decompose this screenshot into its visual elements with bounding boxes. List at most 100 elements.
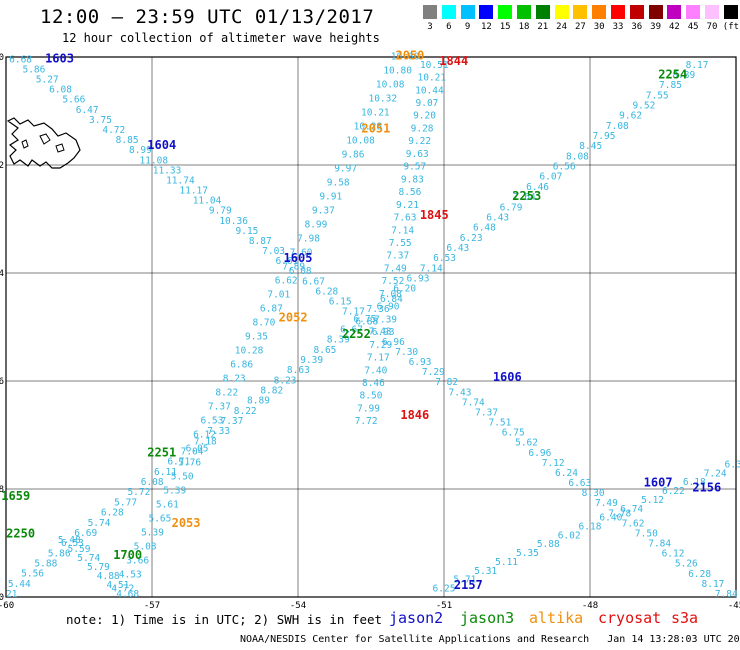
swh-value: 5.62 <box>515 438 538 449</box>
swh-value: 9.21 <box>396 200 419 211</box>
swh-value: 6.93 <box>372 327 395 338</box>
swh-value: 9.58 <box>327 178 350 189</box>
pass-time-label: 1845 <box>420 208 449 222</box>
swh-value: 7.95 <box>593 131 616 142</box>
swh-value: 5.88 <box>537 539 560 550</box>
swh-value: 7.08 <box>606 121 629 132</box>
swh-value: 6.28 <box>688 569 711 580</box>
swh-value: 7.37 <box>220 416 243 427</box>
swh-value: 6.22 <box>662 486 685 497</box>
swh-value: 5.74 <box>77 553 100 564</box>
swh-value: 8.99 <box>304 220 327 231</box>
swh-value: 11.74 <box>166 175 195 186</box>
swh-value: 9.15 <box>236 226 259 237</box>
swh-value: 6.28 <box>101 508 124 519</box>
scale-swatch <box>592 5 607 19</box>
swh-value: 7.64 <box>513 192 536 203</box>
swh-value: 6.96 <box>382 337 405 348</box>
swh-value: 6.90 <box>377 302 400 313</box>
lat-label: -60 <box>0 593 4 603</box>
swh-value: 9.63 <box>406 149 429 160</box>
swh-value: 8.63 <box>287 365 310 376</box>
pass-time-label: 1605 <box>284 251 313 265</box>
map-frame <box>5 56 737 598</box>
swh-value: 7.62 <box>622 518 645 529</box>
swh-value: 7.84 <box>648 539 671 550</box>
swh-value: 6.20 <box>393 284 416 295</box>
scale-label: 12 <box>480 22 492 32</box>
lat-label: -58 <box>0 485 4 495</box>
swh-value: 6.08 <box>289 266 312 277</box>
swh-value: 5.48 <box>58 535 81 546</box>
swh-value: 5.56 <box>21 569 44 580</box>
swh-value: 10.44 <box>415 85 444 96</box>
swh-value: 5.44 <box>8 579 31 590</box>
swh-value: 8.99 <box>129 145 152 156</box>
swh-value: 7.17 <box>342 307 365 318</box>
falkland-islands-outline <box>6 117 81 169</box>
swh-value: 4.88 <box>97 571 120 582</box>
swh-value: 5.50 <box>171 472 194 483</box>
swh-value: 5.39 <box>163 486 186 497</box>
swh-value: 9.22 <box>408 136 431 147</box>
scale-swatch <box>686 5 701 19</box>
swh-value: 9.86 <box>342 150 365 161</box>
swh-value: 7.39 <box>374 314 397 325</box>
swh-value: 6.93 <box>409 357 432 368</box>
swh-value: 7.14 <box>391 225 414 236</box>
swh-value: 7.49 <box>384 263 407 274</box>
swh-value: 10.08 <box>376 80 405 91</box>
scale-swatch <box>705 5 719 19</box>
swh-value: 9.57 <box>403 162 426 173</box>
pass-time-label: 1604 <box>147 138 176 152</box>
swh-value: 6.86 <box>230 360 253 371</box>
swh-value: 8.85 <box>116 135 139 146</box>
pass-time-label: 2051 <box>361 122 390 136</box>
swh-value: 7.74 <box>462 397 485 408</box>
swh-value: 5.88 <box>34 558 57 569</box>
scale-swatch <box>535 5 550 19</box>
scale-label: (ft) <box>722 22 740 32</box>
swh-value: 7.82 <box>435 377 458 388</box>
swh-value: 8.17 <box>702 579 725 590</box>
swh-value: 6.05 <box>186 444 209 455</box>
swh-value: 6.75 <box>502 428 525 439</box>
swh-value: 3.66 <box>126 556 149 567</box>
swh-value: 10.21 <box>418 73 447 84</box>
swh-value: 4.51 <box>106 580 129 591</box>
scale-swatch <box>479 5 494 19</box>
swh-value: 6.08 <box>141 477 164 488</box>
swh-value: 6.12 <box>193 430 216 441</box>
scale-label: 42 <box>668 22 680 32</box>
swh-value: 6.53 <box>200 416 223 427</box>
swh-value: 6.24 <box>555 468 578 479</box>
pass-time-label: 1700 <box>113 548 142 562</box>
lon-label: -51 <box>436 601 452 611</box>
lat-label: -52 <box>0 161 4 171</box>
swh-value: 4.68 <box>116 589 139 600</box>
page-title: 12:00 – 23:59 UTC 01/13/2017 <box>40 6 375 28</box>
scale-swatch <box>498 5 513 19</box>
scale-label: 70 <box>706 22 718 32</box>
pass-time-label: 2253 <box>512 189 541 203</box>
swh-value: 8.23 <box>223 374 246 385</box>
pass-time-label: 2254 <box>658 68 687 82</box>
swh-value: 8.30 <box>582 488 605 499</box>
swh-value: 6.96 <box>528 448 551 459</box>
swh-value: 6.93 <box>407 274 430 285</box>
lon-label: -57 <box>144 601 160 611</box>
swh-value: 8.39 <box>327 335 350 346</box>
swh-value: 6.08 <box>49 85 72 96</box>
swh-value: 5.21 <box>0 589 18 600</box>
scale-label: 15 <box>499 22 511 32</box>
swh-tracks: 6.685.865.276.085.666.473.754.728.858.99… <box>0 52 740 600</box>
pass-time-label: 1607 <box>644 475 673 489</box>
pass-time-label: 1659 <box>1 489 30 503</box>
scale-swatch <box>648 5 663 19</box>
swh-value: 6.43 <box>446 243 469 254</box>
swh-value: 6.47 <box>76 105 99 116</box>
swh-value: 9.79 <box>209 206 232 217</box>
scale-label: 9 <box>464 22 471 32</box>
swh-value: 9.37 <box>312 206 335 217</box>
